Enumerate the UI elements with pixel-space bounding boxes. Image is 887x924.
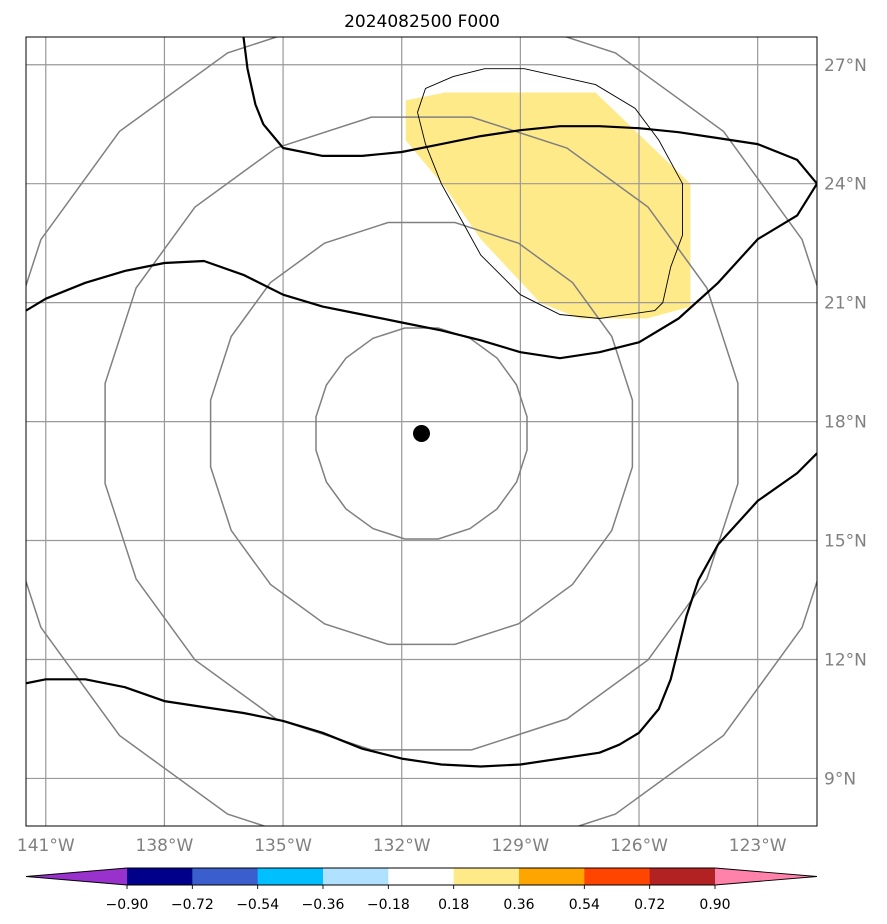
colorbar-tick-label: −0.72	[171, 897, 214, 913]
colorbar-extend-low	[26, 868, 127, 885]
range-ring	[104, 116, 739, 751]
colorbar-tick-label: 0.54	[569, 897, 600, 913]
colorbar-segment	[649, 868, 716, 885]
shaded-probability-region	[405, 92, 691, 319]
longitude-tick-label: 141°W	[17, 836, 75, 856]
colorbar-segment	[127, 868, 193, 885]
latitude-tick-label: 9°N	[824, 769, 856, 789]
colorbar: −0.90 −0.72 −0.54 −0.36 −0.18 0.18 0.36 0.54 0.7…	[25, 867, 818, 913]
longitude-tick-label: 123°W	[729, 836, 787, 856]
thick-contours	[26, 37, 817, 768]
colorbar-tick-label: 0.36	[503, 897, 534, 913]
latitude-tick-label: 24°N	[824, 175, 867, 195]
range-ring	[209, 221, 634, 646]
latitude-tick-label: 15°N	[824, 532, 867, 552]
longitude-tick-label: 138°W	[136, 836, 194, 856]
longitude-tick-label: 132°W	[373, 836, 431, 856]
colorbar-tick-label: −0.54	[236, 897, 279, 913]
longitude-tick-label: 135°W	[254, 836, 312, 856]
shaded-region-polygon	[405, 92, 691, 319]
range-ring	[26, 37, 817, 826]
map-frame	[25, 36, 818, 827]
latitude-tick-label: 18°N	[824, 413, 867, 433]
longitude-tick-labels: 141°W 138°W 135°W 132°W 129°W 126°W 123°W	[17, 836, 787, 856]
range-rings	[26, 37, 817, 826]
latitude-tick-label: 21°N	[824, 294, 867, 314]
thick-contour-line	[242, 37, 817, 185]
thin-contour-line	[417, 68, 683, 319]
colorbar-tick-label: 0.90	[699, 897, 730, 913]
latitude-tick-label: 27°N	[824, 56, 867, 76]
colorbar-tick-label: −0.18	[367, 897, 410, 913]
gridlines	[26, 37, 817, 826]
colorbar-segment	[323, 868, 389, 885]
colorbar-tick-label: 0.18	[438, 897, 469, 913]
longitude-tick-label: 126°W	[610, 836, 668, 856]
chart-title: 2024082500 F000	[344, 12, 500, 32]
colorbar-segment	[257, 868, 324, 885]
longitude-tick-label: 129°W	[491, 836, 549, 856]
colorbar-tick-label: −0.36	[302, 897, 345, 913]
thick-contour-line	[26, 183, 817, 360]
colorbar-tick-label: 0.72	[634, 897, 665, 913]
colorbar-segment	[453, 868, 520, 885]
colorbar-segment	[584, 868, 651, 885]
latitude-tick-label: 12°N	[824, 650, 867, 670]
thin-contour	[417, 68, 683, 319]
colorbar-tick-label: −0.90	[106, 897, 149, 913]
center-marker-layer	[413, 424, 430, 442]
range-ring	[315, 327, 528, 540]
thick-contour-line	[26, 452, 817, 768]
colorbar-segment	[388, 868, 455, 885]
center-marker-dot	[413, 424, 430, 442]
latitude-tick-labels: 9°N 12°N 15°N 18°N 21°N 24°N 27°N	[824, 56, 867, 790]
colorbar-segment	[192, 868, 259, 885]
colorbar-extend-high	[715, 868, 817, 885]
colorbar-segment	[519, 868, 585, 885]
